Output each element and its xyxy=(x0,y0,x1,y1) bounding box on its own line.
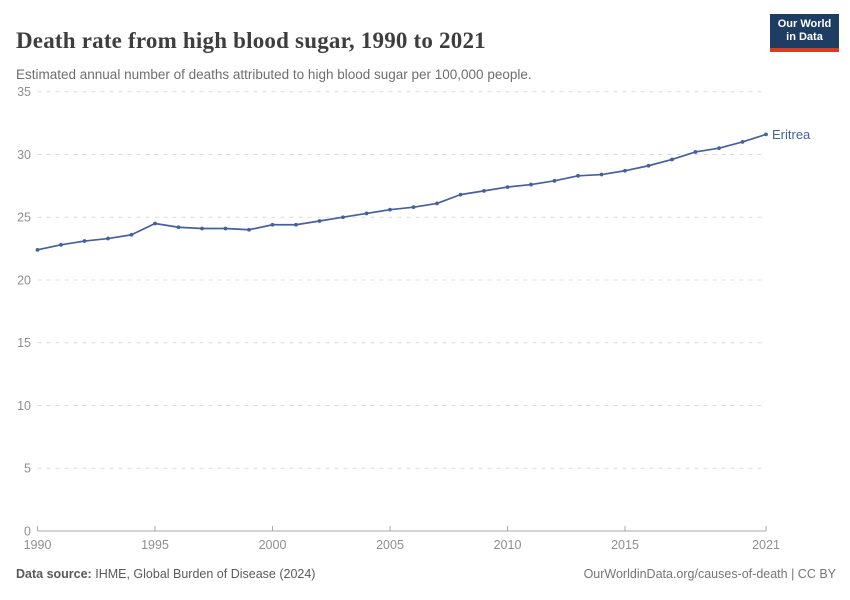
data-point xyxy=(176,225,181,230)
data-point xyxy=(59,242,63,247)
data-source-value[interactable]: IHME, Global Burden of Disease (2024) xyxy=(95,567,316,581)
data-point xyxy=(35,247,40,252)
y-tick-label: 5 xyxy=(24,462,31,476)
data-point xyxy=(552,178,557,183)
data-point xyxy=(717,146,721,151)
owid-logo[interactable]: Our World in Data xyxy=(770,14,839,52)
data-point xyxy=(106,236,110,241)
data-point xyxy=(341,215,345,220)
data-point xyxy=(364,211,369,216)
data-source-line[interactable]: Data source: IHME, Global Burden of Dise… xyxy=(16,567,315,581)
chart-subtitle: Estimated annual number of deaths attrib… xyxy=(16,66,532,82)
y-tick-label: 10 xyxy=(17,399,31,413)
entity-label-eritrea[interactable]: Eritrea xyxy=(772,127,811,142)
data-point xyxy=(599,172,604,177)
x-tick-label: 2000 xyxy=(259,538,287,552)
data-point xyxy=(270,222,275,227)
x-tick-label: 2015 xyxy=(611,538,639,552)
x-tick-label: 1995 xyxy=(141,538,169,552)
data-point xyxy=(693,150,698,154)
data-point xyxy=(129,232,134,237)
data-point xyxy=(435,201,439,206)
line-chart: 0 5 10 15 20 25 30 35 1990 1995 2000 2005 2010 2015 20… xyxy=(17,85,811,552)
x-tick-label: 1990 xyxy=(24,538,52,552)
data-source-label: Data source: xyxy=(16,567,92,581)
x-tick-label: 2005 xyxy=(376,538,404,552)
data-point xyxy=(411,205,416,210)
y-tick-label: 20 xyxy=(17,273,31,287)
owid-logo-line1: Our World xyxy=(777,18,832,30)
data-point xyxy=(388,207,392,212)
data-point xyxy=(505,185,510,189)
y-tick-label: 0 xyxy=(24,525,31,539)
page-title: Death rate from high blood sugar, 1990 t… xyxy=(16,28,486,54)
data-point xyxy=(82,239,87,243)
data-point xyxy=(458,192,463,197)
data-point xyxy=(529,182,533,187)
data-point xyxy=(623,168,627,173)
data-point xyxy=(247,227,251,232)
data-point xyxy=(153,221,157,226)
data-point xyxy=(200,226,204,231)
data-point xyxy=(670,157,674,162)
data-point xyxy=(646,163,651,168)
data-point xyxy=(294,222,298,227)
y-tick-label: 15 xyxy=(17,336,31,350)
y-tick-label: 25 xyxy=(17,211,31,225)
footer-credit-link[interactable]: OurWorldinData.org/causes-of-death | CC … xyxy=(583,567,836,581)
data-point xyxy=(764,132,768,137)
chart-footer: Data source: IHME, Global Burden of Dise… xyxy=(16,567,836,581)
trend-line xyxy=(36,133,767,251)
x-tick-label: 2021 xyxy=(752,538,780,552)
owid-logo-line2: in Data xyxy=(786,31,823,43)
data-point xyxy=(482,188,486,193)
x-tick-label: 2010 xyxy=(494,538,522,552)
data-point xyxy=(740,140,745,144)
y-tick-label: 35 xyxy=(17,85,31,99)
data-point xyxy=(223,226,228,231)
data-point xyxy=(576,173,580,178)
y-tick-label: 30 xyxy=(17,148,31,162)
data-point xyxy=(317,219,322,223)
